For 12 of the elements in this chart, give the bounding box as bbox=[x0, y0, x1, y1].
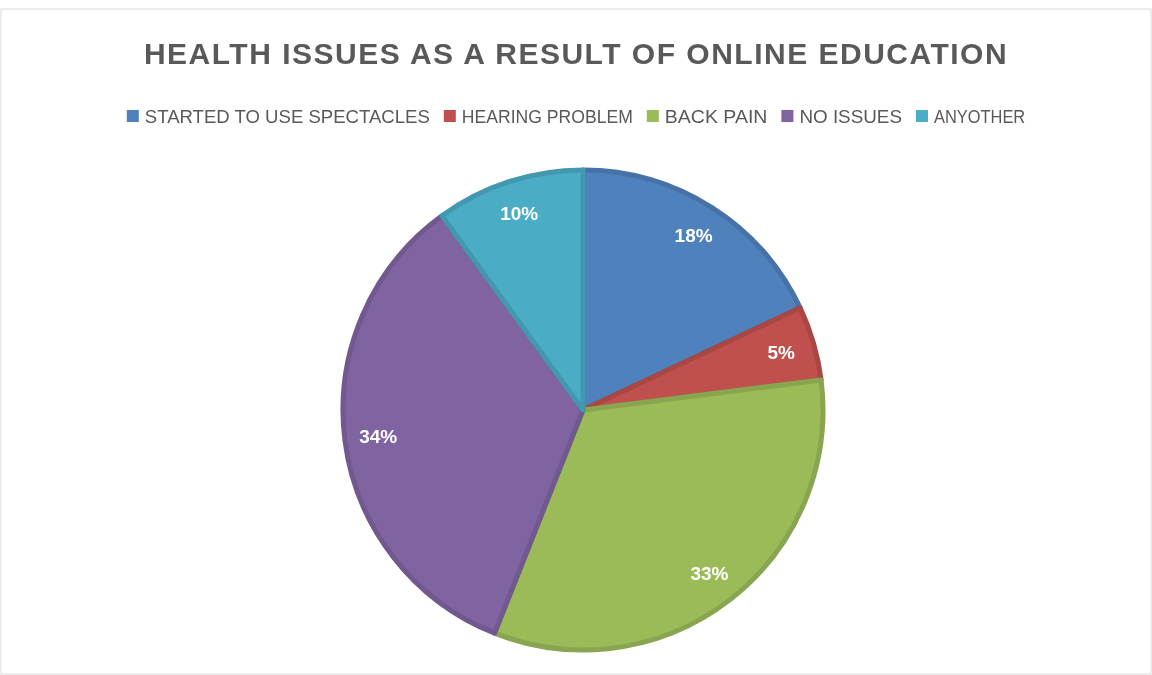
data-label: 18% bbox=[674, 225, 713, 247]
data-label: 5% bbox=[767, 342, 796, 364]
pie-slice bbox=[439, 167, 586, 413]
data-label: 34% bbox=[359, 425, 398, 447]
legend-label: STARTED TO USE SPECTACLES bbox=[144, 106, 437, 127]
legend-label: BACK PAIN bbox=[664, 106, 768, 127]
data-label: 33% bbox=[690, 562, 729, 584]
data-label: 10% bbox=[500, 203, 539, 225]
legend-label: ANYOTHER bbox=[934, 106, 1040, 127]
legend-label: HEARING PROBLEM bbox=[461, 106, 647, 127]
chart-title: HEALTH ISSUES AS A RESULT OF ONLINE EDUCATION bbox=[143, 37, 1009, 70]
legend-label: NO ISSUES bbox=[799, 106, 903, 127]
